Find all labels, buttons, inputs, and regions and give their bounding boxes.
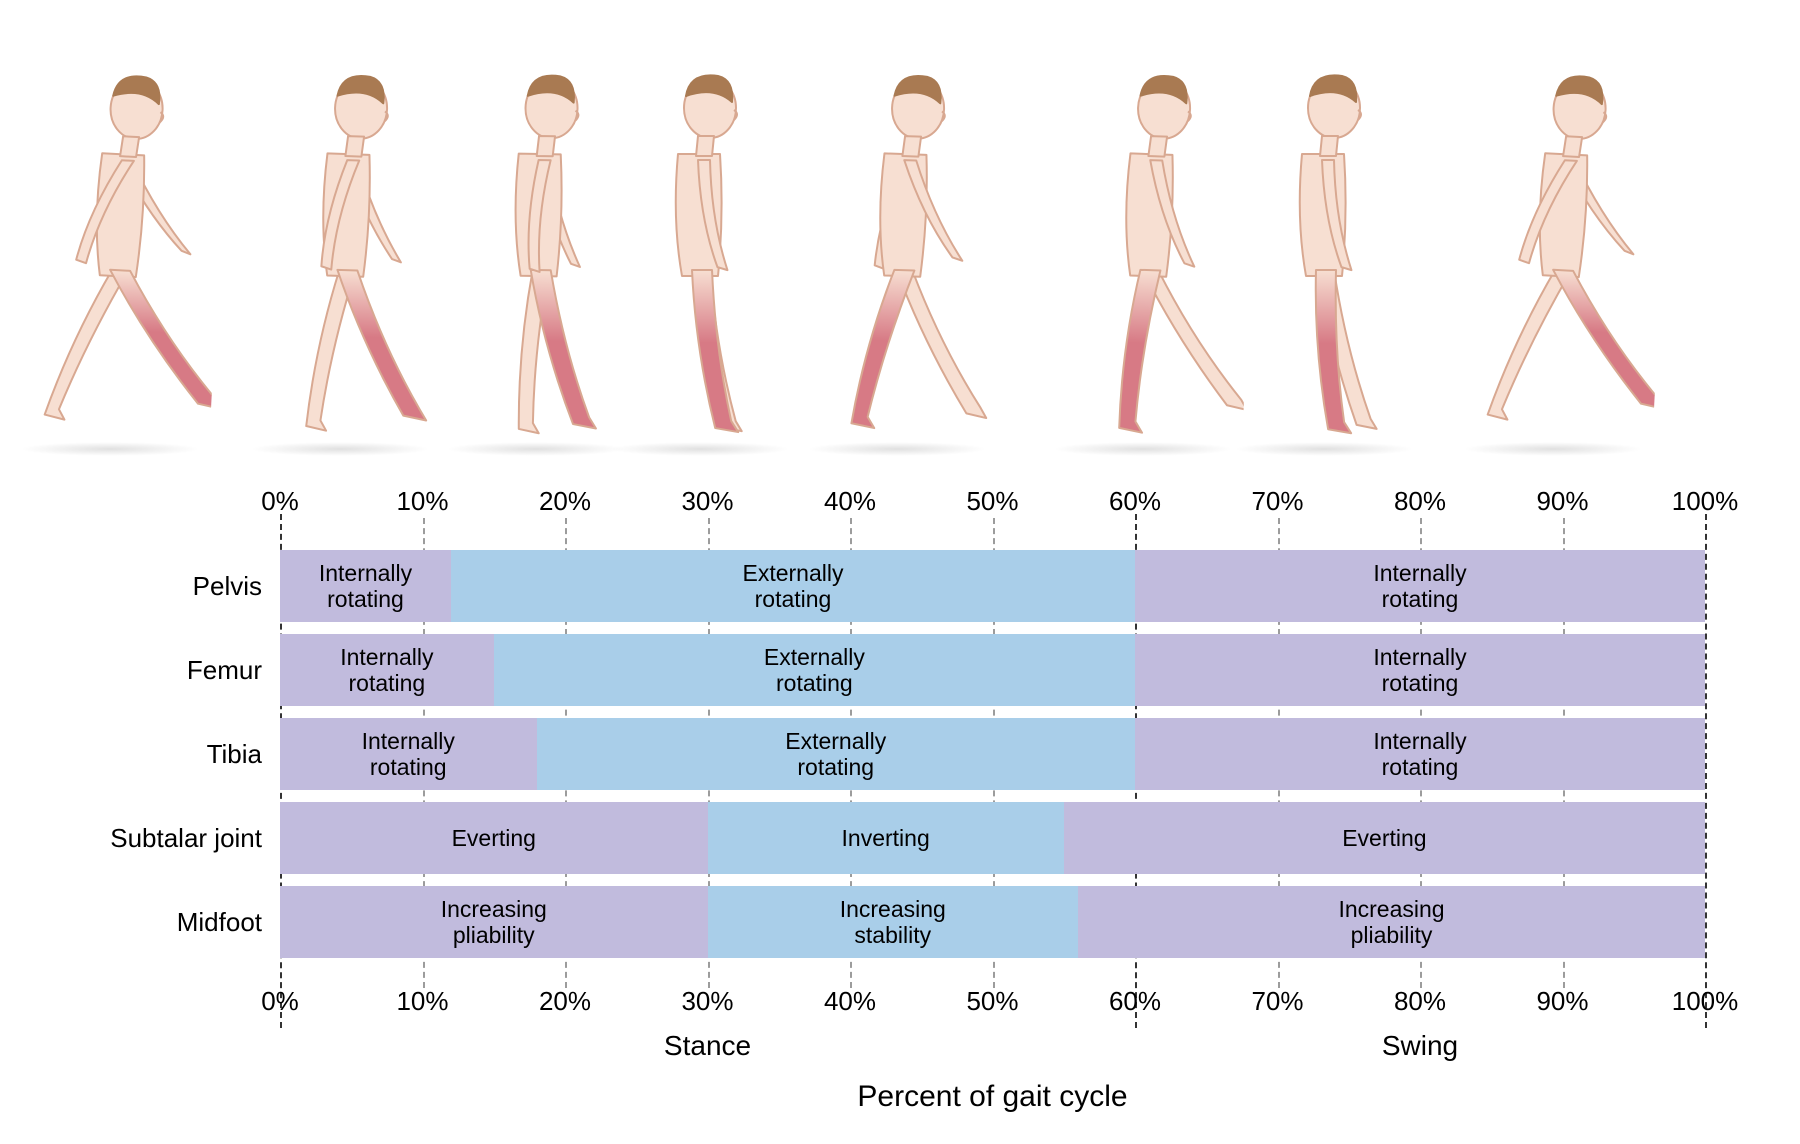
bar-segment: Internally rotating — [280, 718, 537, 790]
axis-top: 0%10%20%30%40%50%60%70%80%90%100% — [280, 486, 1705, 522]
axis-tick: 0% — [261, 986, 299, 1017]
row-label: Pelvis — [95, 550, 280, 622]
bar-row: Internally rotatingExternally rotatingIn… — [280, 550, 1705, 622]
gait-chart: Pelvis Femur Tibia Subtalar joint Midfoot 0%… — [95, 470, 1705, 1090]
bar-segment: Externally rotating — [451, 550, 1135, 622]
axis-tick: 100% — [1672, 486, 1739, 517]
axis-tick: 90% — [1536, 986, 1588, 1017]
bar-row: EvertingInvertingEverting — [280, 802, 1705, 874]
axis-tick: 60% — [1109, 986, 1161, 1017]
phase-label: Swing — [1382, 1030, 1458, 1062]
row-labels: Pelvis Femur Tibia Subtalar joint Midfoot — [95, 550, 280, 970]
axis-tick: 50% — [966, 486, 1018, 517]
gait-figure — [240, 45, 440, 450]
bar-row: Internally rotatingExternally rotatingIn… — [280, 718, 1705, 790]
bar-segment: Everting — [1064, 802, 1705, 874]
row-label: Subtalar joint — [95, 802, 280, 874]
axis-tick: 30% — [681, 486, 733, 517]
row-label: Midfoot — [95, 886, 280, 958]
bar-segment: Everting — [280, 802, 708, 874]
figure-row — [80, 30, 1720, 450]
axis-tick: 10% — [396, 986, 448, 1017]
gridline-phase — [1705, 514, 1707, 1028]
bar-segment: Increasing pliability — [1078, 886, 1705, 958]
bar-segment: Internally rotating — [1135, 550, 1705, 622]
bar-segment: Increasing pliability — [280, 886, 708, 958]
bar-segment: Externally rotating — [494, 634, 1135, 706]
gait-figure — [600, 45, 800, 450]
bar-segment: Internally rotating — [280, 634, 494, 706]
axis-tick: 40% — [824, 986, 876, 1017]
axis-tick: 20% — [539, 986, 591, 1017]
axis-tick: 80% — [1394, 986, 1446, 1017]
axis-tick: 40% — [824, 486, 876, 517]
gait-figure — [1224, 45, 1424, 450]
bar-row: Internally rotatingExternally rotatingIn… — [280, 634, 1705, 706]
row-label: Tibia — [95, 718, 280, 790]
bar-segment: Inverting — [708, 802, 1064, 874]
phase-label: Stance — [664, 1030, 751, 1062]
bar-rows: Internally rotatingExternally rotatingIn… — [280, 550, 1705, 970]
axis-tick: 70% — [1251, 986, 1303, 1017]
axis-bottom: 0%10%20%30%40%50%60%70%80%90%100% — [280, 986, 1705, 1022]
axis-tick: 10% — [396, 486, 448, 517]
gait-figure — [1043, 45, 1243, 450]
axis-tick: 20% — [539, 486, 591, 517]
axis-tick: 100% — [1672, 986, 1739, 1017]
axis-tick: 90% — [1536, 486, 1588, 517]
phase-labels: Stance Swing — [280, 1030, 1705, 1070]
x-axis-title: Percent of gait cycle — [280, 1080, 1705, 1114]
gait-figure — [10, 45, 210, 450]
axis-tick: 80% — [1394, 486, 1446, 517]
bar-segment: Externally rotating — [537, 718, 1136, 790]
bar-row: Increasing pliabilityIncreasing stabilit… — [280, 886, 1705, 958]
axis-tick: 50% — [966, 986, 1018, 1017]
bar-segment: Internally rotating — [280, 550, 451, 622]
axis-tick: 60% — [1109, 486, 1161, 517]
axis-tick: 0% — [261, 486, 299, 517]
bar-segment: Internally rotating — [1135, 718, 1705, 790]
gait-figure — [1453, 45, 1653, 450]
axis-tick: 30% — [681, 986, 733, 1017]
bar-segment: Internally rotating — [1135, 634, 1705, 706]
axis-tick: 70% — [1251, 486, 1303, 517]
bars-wrap: 0%10%20%30%40%50%60%70%80%90%100% Intern… — [280, 470, 1705, 1090]
bar-segment: Increasing stability — [708, 886, 1079, 958]
gait-figure — [797, 45, 997, 450]
row-label: Femur — [95, 634, 280, 706]
